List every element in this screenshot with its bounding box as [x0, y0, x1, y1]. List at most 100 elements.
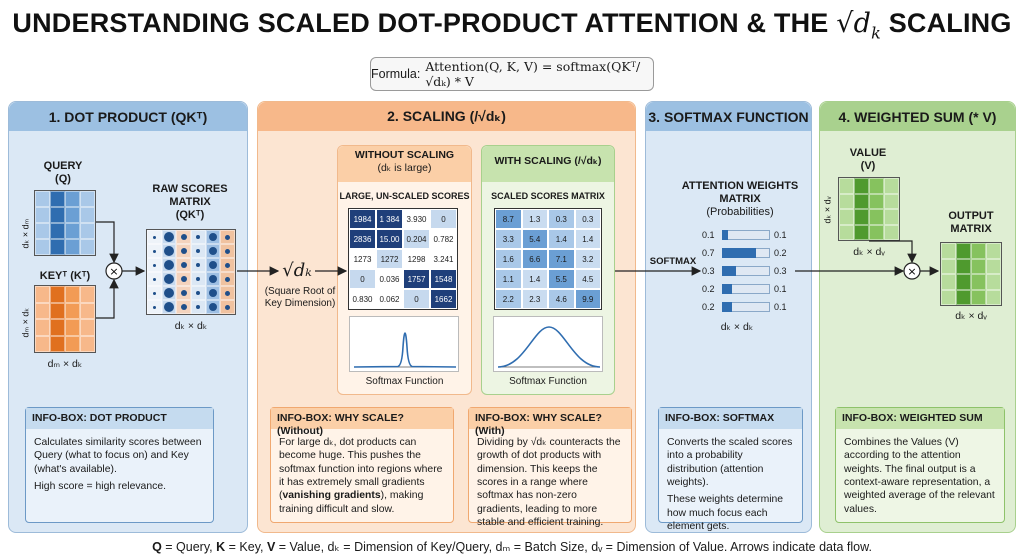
matrix-cell [839, 209, 854, 225]
score-cell: 5.4 [521, 229, 548, 249]
raw-score-cell [176, 300, 191, 314]
without-matrix-title: LARGE, UN-SCALED SCORES [339, 191, 470, 201]
matrix-cell [65, 223, 80, 239]
score-dot [180, 248, 187, 254]
weight-bar [722, 248, 756, 258]
score-dot [152, 263, 156, 267]
output-matrix [940, 242, 1002, 306]
matrix-cell [869, 178, 884, 194]
score-dot [225, 248, 231, 254]
weight-bar [722, 266, 736, 276]
raw-score-cell [220, 286, 235, 300]
matrix-cell [854, 209, 869, 225]
attention-row: 0.2 0.1 [702, 282, 792, 296]
matrix-cell [854, 178, 869, 194]
score-cell: 6.6 [521, 249, 548, 269]
score-dot [208, 289, 217, 297]
raw-scores-matrix [146, 229, 236, 315]
matrix-cell [884, 224, 899, 240]
score-dot [225, 262, 231, 268]
raw-score-cell [176, 286, 191, 300]
weight-right: 0.1 [774, 284, 787, 294]
score-cell: 1.6 [495, 249, 522, 269]
score-cell: 3.2 [574, 249, 601, 269]
score-cell: 0.3 [574, 209, 601, 229]
score-cell: 4.6 [548, 289, 575, 309]
matrix-cell [65, 191, 80, 207]
score-cell: 0 [349, 269, 376, 289]
matrix-cell [35, 335, 50, 352]
score-cell: 0.062 [376, 289, 403, 309]
score-cell: 1298 [403, 249, 430, 269]
score-cell: 0.830 [349, 289, 376, 309]
matrix-cell [839, 193, 854, 209]
matrix-cell [941, 289, 956, 305]
raw-score-cell [176, 244, 191, 258]
matrix-cell [65, 239, 80, 255]
score-dot [208, 261, 217, 269]
matrix-cell [80, 319, 95, 336]
matrix-cell [80, 223, 95, 239]
raw-score-cell [220, 244, 235, 258]
matrix-cell [50, 319, 65, 336]
with-scaling-heading: WITH SCALING (/√dₖ) [482, 146, 614, 182]
weighted-sum-heading: 4. WEIGHTED SUM (* V) [820, 102, 1015, 131]
matrix-cell [65, 286, 80, 303]
matrix-cell [80, 207, 95, 223]
score-dot [196, 249, 201, 253]
score-cell: 1.3 [521, 209, 548, 229]
matrix-cell [50, 223, 65, 239]
matrix-cell [50, 302, 65, 319]
score-dot [163, 260, 174, 270]
scaling-heading: 2. SCALING (/√dₖ) [258, 102, 635, 131]
score-dot [152, 277, 156, 281]
score-dot [180, 290, 187, 296]
score-cell: 0.3 [548, 209, 575, 229]
with-softmax-caption: Softmax Function [509, 376, 587, 387]
dot-product-heading: 1. DOT PRODUCT (QKᵀ) [9, 102, 247, 131]
info-heading: INFO-BOX: WHY SCALE? (Without) [271, 408, 453, 437]
matrix-cell [941, 243, 956, 259]
score-cell: 8.7 [495, 209, 522, 229]
key-dim-bottom-label: dₘ × dₖ [47, 358, 83, 370]
scaled-scores-matrix: 8.7 1.3 0.3 0.3 3.3 5.4 1.4 1.4 1.6 6.6 7.1 3.2 1.1 1… [494, 208, 602, 310]
score-cell: 1.4 [548, 229, 575, 249]
score-cell: 4.5 [574, 269, 601, 289]
raw-score-cell [220, 230, 235, 244]
raw-score-cell [205, 244, 221, 258]
raw-scores-label: RAW SCORES MATRIX (QKᵀ) [152, 183, 228, 222]
score-dot [196, 305, 201, 309]
matrix-cell [65, 319, 80, 336]
raw-score-cell [205, 300, 221, 314]
raw-score-cell [147, 244, 162, 258]
score-cell: 0.036 [376, 269, 403, 289]
weight-left: 0.7 [702, 248, 715, 258]
score-dot [163, 302, 174, 312]
query-matrix [34, 190, 96, 256]
matrix-cell [971, 289, 986, 305]
score-cell: 1984 [349, 209, 376, 229]
weight-left: 0.1 [702, 230, 715, 240]
score-cell: 3.930 [403, 209, 430, 229]
softmax-heading: 3. SOFTMAX FUNCTION [646, 102, 811, 131]
score-cell: 0 [403, 289, 430, 309]
matrix-cell [854, 193, 869, 209]
attention-dim-label: dₖ × dₖ [720, 321, 754, 333]
score-cell: 3.3 [495, 229, 522, 249]
score-dot [163, 246, 174, 256]
score-cell: 1 384 [376, 209, 403, 229]
matrix-cell [35, 223, 50, 239]
matrix-cell [986, 274, 1001, 290]
raw-score-cell [220, 300, 235, 314]
matrix-cell [869, 209, 884, 225]
score-dot [152, 235, 156, 239]
raw-score-cell [205, 286, 221, 300]
raw-score-cell [161, 230, 177, 244]
weight-bar [722, 284, 732, 294]
matrix-cell [956, 243, 971, 259]
matrix-cell [35, 191, 50, 207]
score-cell: 0 [430, 209, 457, 229]
key-matrix [34, 285, 96, 353]
legend-footer: Q = Query, K = Key, V = Value, dₖ = Dime… [152, 540, 872, 554]
score-cell: 1548 [430, 269, 457, 289]
